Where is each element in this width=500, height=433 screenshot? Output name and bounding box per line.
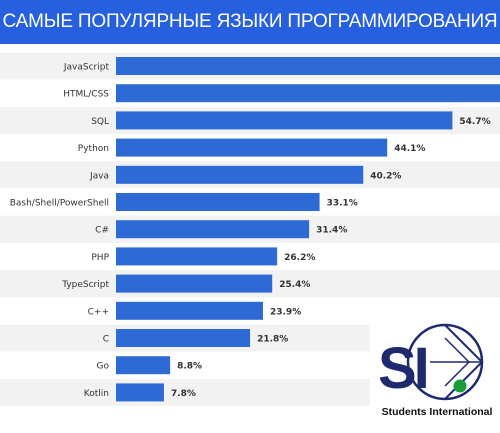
value-label-sql: 54.7% <box>459 117 490 127</box>
category-label-kotlin: Kotlin <box>84 389 109 399</box>
value-label-c: 21.8% <box>257 335 288 345</box>
bar-kotlin <box>116 383 164 402</box>
category-label-javascript: JavaScript <box>63 63 110 73</box>
category-labels: JavaScript HTML/CSS SQL Python Java Bash/Shel… <box>10 63 110 399</box>
logo-arrow-inner-lower <box>444 361 470 387</box>
value-label-bash-shell-powershell: 33.1% <box>327 199 358 209</box>
bar-java <box>116 165 364 184</box>
category-label-bash-shell-powershell: Bash/Shell/PowerShell <box>10 199 109 209</box>
value-label-kotlin: 7.8% <box>171 389 196 399</box>
bar-c <box>116 329 251 347</box>
value-label-php: 26.2% <box>284 253 315 263</box>
bar-python <box>116 138 388 157</box>
value-label-c: 31.4% <box>316 226 347 236</box>
category-label-typescript: TypeScript <box>61 280 109 290</box>
bar-series <box>116 57 500 402</box>
category-label-html-css: HTML/CSS <box>63 90 109 100</box>
value-label-typescript: 25.4% <box>279 280 310 290</box>
logo-mark: SI <box>378 323 484 401</box>
bar-sql <box>116 111 453 130</box>
bar-c <box>116 220 310 239</box>
bar-bash-shell-powershell <box>116 193 320 211</box>
bar-javascript <box>116 57 500 75</box>
category-label-c: C <box>103 335 109 345</box>
value-label-go: 8.8% <box>177 362 202 372</box>
category-label-go: Go <box>97 362 110 372</box>
logo-caption: Students International <box>381 406 493 418</box>
value-label-java: 40.2% <box>370 171 401 181</box>
category-label-sql: SQL <box>91 117 109 127</box>
category-label-php: PHP <box>91 253 109 263</box>
value-labels: 67.7%63.1%54.7%44.1%40.2%33.1%31.4%26.2%… <box>171 117 491 399</box>
category-label-java: Java <box>89 171 109 181</box>
value-label-python: 44.1% <box>394 144 425 154</box>
category-label-c: C++ <box>88 307 109 317</box>
logo-mark-text: SI <box>378 336 427 401</box>
students-international-logo: SI Students International <box>370 318 500 433</box>
value-label-c: 23.9% <box>270 307 301 317</box>
logo-dot <box>453 379 467 393</box>
category-label-c: C# <box>95 226 109 236</box>
page-title: САМЫЕ ПОПУЛЯРНЫЕ ЯЗЫКИ ПРОГРАММИРОВАНИЯ <box>0 0 500 44</box>
category-label-python: Python <box>78 144 109 154</box>
logo-arrow-inner <box>444 337 470 363</box>
bar-php <box>116 247 278 266</box>
bar-go <box>116 356 171 375</box>
bar-typescript <box>116 274 273 293</box>
bar-c <box>116 301 263 320</box>
bar-html-css <box>116 84 500 103</box>
